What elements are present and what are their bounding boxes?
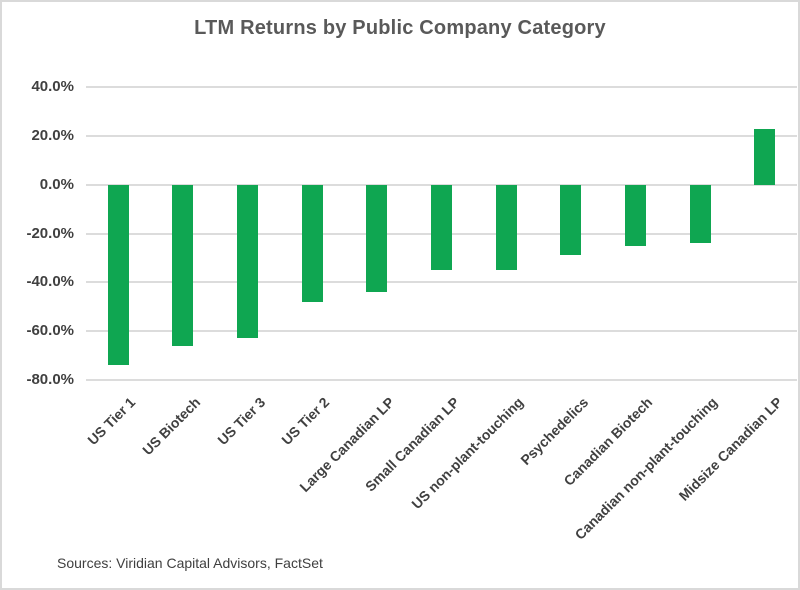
- bar-us-tier-2: [301, 184, 323, 302]
- bar-us-biotech: [172, 184, 194, 346]
- bar-psychedelics: [560, 184, 582, 256]
- gridline--40.0%: [86, 281, 797, 284]
- bar-canadian-non-plant-touching: [689, 184, 711, 244]
- y-axis-label-20.0%: 20.0%: [31, 126, 74, 144]
- plot-area: [86, 86, 797, 381]
- y-axis-label--40.0%: -40.0%: [26, 273, 74, 291]
- bar-canadian-biotech: [624, 184, 646, 246]
- x-axis-label-us-biotech: US Biotech: [139, 394, 204, 459]
- x-axis-label-us-non-plant-touching: US non-plant-touching: [408, 394, 527, 512]
- y-axis-label-0.0%: 0.0%: [39, 175, 74, 193]
- gridline--80.0%: [86, 379, 797, 381]
- y-axis-label--60.0%: -60.0%: [26, 322, 74, 340]
- y-axis-label-40.0%: 40.0%: [31, 78, 74, 95]
- y-axis-label--20.0%: -20.0%: [26, 224, 74, 242]
- gridline--60.0%: [86, 330, 797, 333]
- bar-us-tier-3: [237, 184, 259, 339]
- bar-us-non-plant-touching: [495, 184, 517, 271]
- gridline-40.0%: [86, 86, 797, 88]
- x-axis-label-us-tier-1: US Tier 1: [84, 394, 139, 449]
- y-axis-label--80.0%: -80.0%: [26, 371, 74, 388]
- x-axis-label-us-tier-2: US Tier 2: [278, 394, 333, 449]
- chart-title: LTM Returns by Public Company Category: [194, 17, 606, 39]
- bar-small-canadian-lp: [431, 184, 452, 271]
- source-note: Sources: Viridian Capital Advisors, Fact…: [57, 555, 323, 571]
- gridline-20.0%: [86, 134, 797, 137]
- x-axis-label-us-tier-3: US Tier 3: [213, 394, 268, 449]
- bar-midsize-canadian-lp: [754, 128, 776, 185]
- bar-us-tier-1: [107, 184, 129, 366]
- bar-large-canadian-lp: [366, 184, 388, 293]
